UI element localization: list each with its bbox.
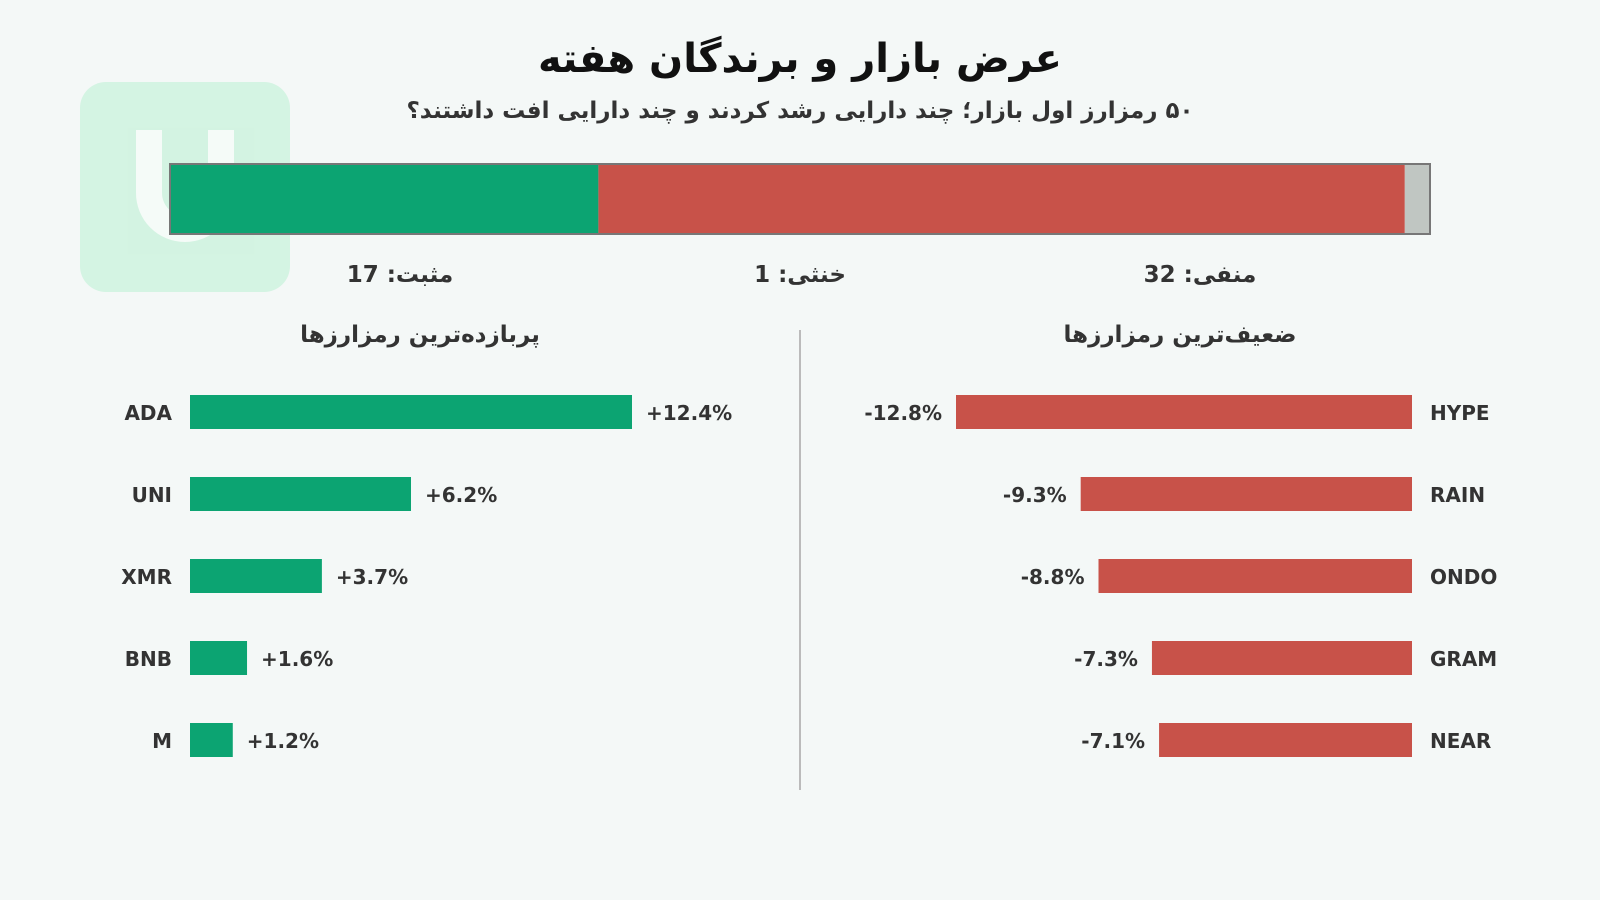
gainer-value-label: +6.2% [425, 483, 497, 507]
loser-symbol-label: ONDO [1430, 565, 1497, 589]
breadth-segment-negative [598, 164, 1405, 234]
gainer-bar [190, 641, 248, 675]
loser-bar [1098, 559, 1412, 593]
neutral-count-label: خنثی: 1 [754, 262, 846, 288]
loser-symbol-label: GRAM [1430, 647, 1497, 671]
loser-value-label: -7.3% [1074, 647, 1138, 671]
gainer-symbol-label: M [152, 729, 172, 753]
loser-value-label: -7.1% [1081, 729, 1145, 753]
gainer-bar [190, 723, 233, 757]
section-divider [799, 330, 801, 790]
loser-bar [1151, 641, 1412, 675]
negative-count-label: منفی: 32 [1143, 262, 1257, 288]
loser-bar [1159, 723, 1412, 757]
loser-bar [956, 395, 1412, 429]
breadth-segment-positive [170, 164, 599, 234]
top-gainers-title: پربازده‌ترین رمزارزها [300, 322, 540, 348]
chart-title: عرض بازار و برندگان هفته [538, 36, 1062, 82]
loser-symbol-label: NEAR [1430, 729, 1491, 753]
gainer-bar [190, 395, 632, 429]
gainer-symbol-label: ADA [124, 401, 172, 425]
loser-symbol-label: HYPE [1430, 401, 1490, 425]
breadth-segment-neutral [1404, 164, 1430, 234]
loser-bar [1080, 477, 1412, 511]
positive-count-label: مثبت: 17 [346, 262, 454, 288]
loser-value-label: -9.3% [1003, 483, 1067, 507]
gainer-value-label: +12.4% [646, 401, 732, 425]
gainer-symbol-label: BNB [125, 647, 172, 671]
chart-subtitle: ۵۰ رمزارز اول بازار؛ چند دارایی رشد کردن… [406, 98, 1194, 124]
gainer-value-label: +1.2% [247, 729, 319, 753]
breadth-bar-border [169, 163, 1431, 235]
gainer-symbol-label: XMR [121, 565, 172, 589]
gainer-bar [190, 477, 411, 511]
loser-value-label: -8.8% [1021, 565, 1085, 589]
gainer-bar [190, 559, 322, 593]
loser-value-label: -12.8% [864, 401, 942, 425]
top-losers-title: ضعیف‌ترین رمزارزها [1063, 322, 1297, 348]
loser-symbol-label: RAIN [1430, 483, 1485, 507]
gainer-value-label: +1.6% [261, 647, 333, 671]
gainer-symbol-label: UNI [132, 483, 172, 507]
gainer-value-label: +3.7% [336, 565, 408, 589]
